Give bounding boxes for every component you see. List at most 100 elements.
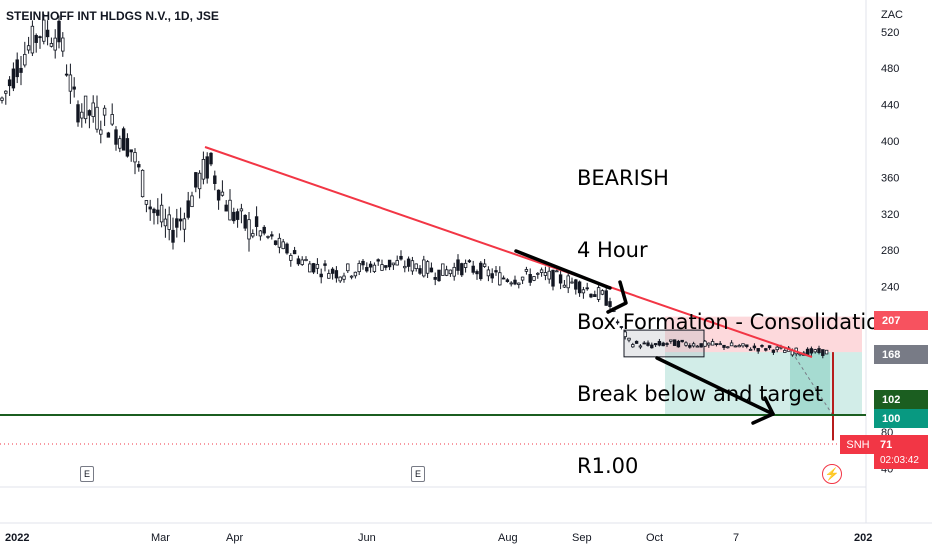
x-tick-label: Oct xyxy=(646,532,663,544)
price-label-entry: 168 xyxy=(874,345,928,364)
arrow-head xyxy=(751,396,775,425)
candle xyxy=(372,264,377,272)
candle xyxy=(167,214,171,230)
candle xyxy=(171,229,175,243)
candle xyxy=(680,339,684,343)
candle xyxy=(726,346,730,349)
candle xyxy=(201,159,206,180)
annotation-line: Break below and target xyxy=(577,382,824,406)
candle xyxy=(26,45,31,51)
candle xyxy=(72,86,76,90)
candle xyxy=(395,260,399,266)
candle xyxy=(596,287,601,300)
candle xyxy=(756,348,760,352)
candle xyxy=(190,195,194,208)
candle xyxy=(771,349,776,353)
candle xyxy=(285,243,289,254)
candle xyxy=(311,263,316,273)
candle xyxy=(517,282,521,285)
lightning-icon[interactable]: ⚡ xyxy=(822,464,842,484)
candle xyxy=(479,262,483,280)
candle xyxy=(669,339,673,342)
candle xyxy=(140,169,145,198)
candle xyxy=(342,275,346,280)
countdown-label: 02:03:42 xyxy=(874,452,928,469)
candle xyxy=(361,260,365,266)
y-tick-label: 520 xyxy=(881,27,899,39)
candle xyxy=(334,270,339,279)
candle xyxy=(490,273,494,279)
candle xyxy=(558,274,563,284)
candle xyxy=(391,262,396,266)
candle xyxy=(15,59,19,78)
candle xyxy=(76,104,80,123)
arrow-head xyxy=(606,280,628,314)
candle xyxy=(34,35,38,43)
candle xyxy=(418,268,422,274)
earnings-event-icon[interactable]: E xyxy=(411,466,425,482)
candle xyxy=(657,340,662,346)
candle xyxy=(501,277,506,280)
candle xyxy=(254,216,259,227)
candle xyxy=(437,269,441,282)
target-zone xyxy=(665,352,862,414)
candle xyxy=(365,267,369,272)
candle xyxy=(775,346,779,351)
candle xyxy=(387,259,392,268)
candle xyxy=(308,263,312,273)
candle xyxy=(509,282,513,285)
candle xyxy=(228,199,232,221)
candle xyxy=(300,259,304,265)
candle xyxy=(494,270,498,273)
candle xyxy=(524,269,529,272)
candle xyxy=(463,262,468,268)
candle xyxy=(703,340,707,347)
earnings-event-icon[interactable]: E xyxy=(80,466,94,482)
y-tick-label: 280 xyxy=(881,245,899,257)
candle xyxy=(216,189,221,201)
candle xyxy=(414,263,418,269)
x-tick-label: Apr xyxy=(226,532,243,544)
candle xyxy=(251,233,255,237)
candle xyxy=(429,267,434,273)
candle xyxy=(748,348,753,351)
candle xyxy=(733,345,738,348)
currency-label: ZAC xyxy=(881,9,903,21)
y-tick-label: 480 xyxy=(881,63,899,75)
candle xyxy=(520,276,525,281)
candle xyxy=(600,290,605,295)
annotation-line: BEARISH xyxy=(577,166,669,190)
candle xyxy=(566,275,570,289)
candle xyxy=(148,206,152,210)
candle xyxy=(110,114,114,125)
candle xyxy=(239,208,244,212)
y-tick-label: 400 xyxy=(881,136,899,148)
annotation-line: 4 Hour xyxy=(577,238,648,262)
analysis-annotation: BEARISH 4 Hour Box Formation - Consolida… xyxy=(577,118,892,502)
candle xyxy=(475,271,479,275)
target-zone-progress xyxy=(790,352,830,414)
candle xyxy=(422,259,426,277)
y-tick-label: 360 xyxy=(881,172,899,184)
x-tick-label: 7 xyxy=(733,532,739,544)
last-price-value: 71 xyxy=(874,435,928,454)
candle xyxy=(277,237,282,248)
candle xyxy=(642,342,646,345)
candle xyxy=(570,281,574,284)
candle xyxy=(695,345,700,348)
x-tick-label: Aug xyxy=(498,532,518,544)
candle xyxy=(357,262,361,273)
candle xyxy=(353,271,358,277)
candle xyxy=(266,235,270,238)
candle xyxy=(627,337,631,341)
candle xyxy=(61,37,65,52)
candle xyxy=(99,129,103,135)
candle xyxy=(258,230,263,237)
candle xyxy=(384,265,388,268)
candle xyxy=(262,226,266,234)
candle xyxy=(456,259,460,271)
candle xyxy=(471,265,475,273)
candle xyxy=(205,156,209,179)
candle xyxy=(615,321,620,324)
